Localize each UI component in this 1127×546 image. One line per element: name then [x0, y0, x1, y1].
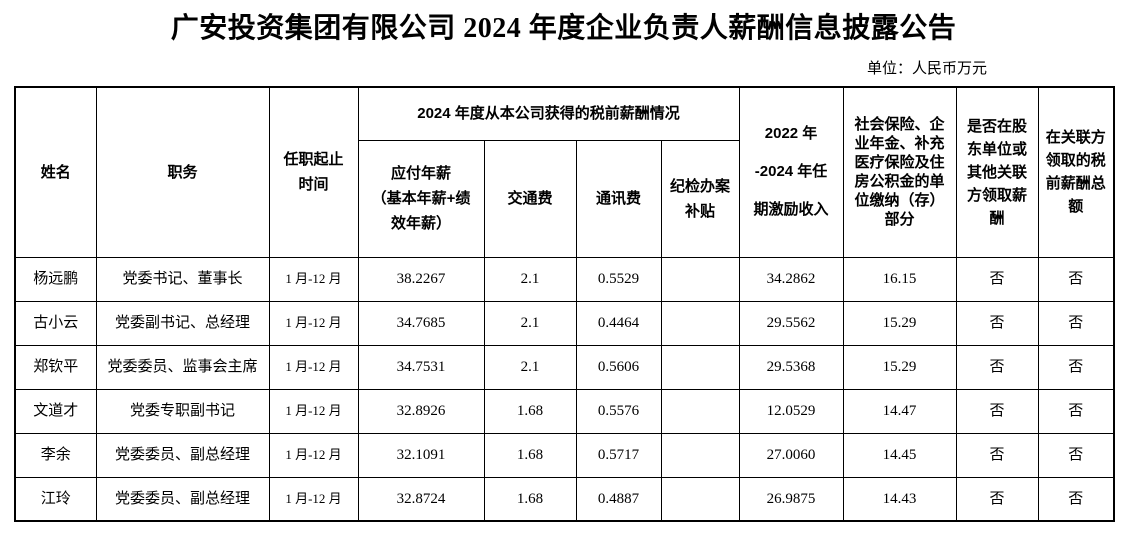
cell-tenure: 1 月-12 月: [268, 432, 359, 478]
cell-insurance-contribution: 14.45: [842, 432, 957, 478]
col-header-position: 职务: [95, 86, 270, 258]
cell-other-unit-pay: 否: [955, 344, 1039, 390]
table-row: 古小云 党委副书记、总经理 1 月-12 月 34.7685 2.1 0.446…: [14, 300, 1115, 346]
table-body: 杨远鹏 党委书记、董事长 1 月-12 月 38.2267 2.1 0.5529…: [14, 256, 1115, 522]
cell-term-incentive: 34.2862: [738, 256, 844, 302]
cell-annual-salary: 38.2267: [357, 256, 485, 302]
col-header-name: 姓名: [14, 86, 97, 258]
cell-related-party-total: 否: [1037, 344, 1115, 390]
col-header-transport-fee: 交通费: [483, 139, 577, 258]
col-header-communication-fee: 通讯费: [575, 139, 662, 258]
table-row: 郑钦平 党委委员、监事会主席 1 月-12 月 34.7531 2.1 0.56…: [14, 344, 1115, 390]
col-header-annual-salary: 应付年薪 （基本年薪+绩 效年薪）: [357, 139, 485, 258]
cell-term-incentive: 29.5368: [738, 344, 844, 390]
cell-other-unit-pay: 否: [955, 256, 1039, 302]
cell-other-unit-pay: 否: [955, 388, 1039, 434]
cell-annual-salary: 32.8926: [357, 388, 485, 434]
header-row-1: 姓名 职务 任职起止 时间 2024 年度从本公司获得的税前薪酬情况 2022 …: [14, 86, 1115, 258]
cell-position: 党委委员、监事会主席: [95, 344, 270, 390]
cell-discipline-subsidy: [660, 432, 740, 478]
cell-position: 党委委员、副总经理: [95, 476, 270, 522]
header-row-2: 应付年薪 （基本年薪+绩 效年薪） 交通费 通讯费 纪检办案 补贴: [15, 139, 1114, 258]
cell-insurance-contribution: 16.15: [842, 256, 957, 302]
table-row: 江玲 党委委员、副总经理 1 月-12 月 32.8724 1.68 0.488…: [14, 476, 1115, 522]
cell-name: 杨远鹏: [14, 256, 97, 302]
cell-discipline-subsidy: [660, 300, 740, 346]
unit-note: 单位：人民币万元: [866, 61, 987, 77]
cell-term-incentive: 26.9875: [738, 476, 844, 522]
cell-name: 郑钦平: [14, 344, 97, 390]
cell-tenure: 1 月-12 月: [268, 344, 359, 390]
cell-position: 党委委员、副总经理: [95, 432, 270, 478]
cell-insurance-contribution: 15.29: [842, 344, 957, 390]
page-title: 广安投资集团有限公司 2024 年度企业负责人薪酬信息披露公告: [170, 13, 957, 44]
cell-tenure: 1 月-12 月: [268, 300, 359, 346]
table-header: 姓名 职务 任职起止 时间 2024 年度从本公司获得的税前薪酬情况 2022 …: [14, 86, 1115, 258]
col-header-group-2024-pretax: 2024 年度从本公司获得的税前薪酬情况: [357, 86, 740, 141]
cell-communication-fee: 0.5576: [575, 388, 662, 434]
cell-annual-salary: 32.1091: [357, 432, 485, 478]
cell-annual-salary: 34.7685: [357, 300, 485, 346]
table-row: 杨远鹏 党委书记、董事长 1 月-12 月 38.2267 2.1 0.5529…: [14, 256, 1115, 302]
cell-term-incentive: 29.5562: [738, 300, 844, 346]
cell-discipline-subsidy: [660, 344, 740, 390]
cell-position: 党委副书记、总经理: [95, 300, 270, 346]
cell-transport-fee: 2.1: [483, 344, 577, 390]
cell-transport-fee: 1.68: [483, 476, 577, 522]
cell-name: 江玲: [14, 476, 97, 522]
col-header-insurance-contribution: 社会保险、企 业年金、补充 医疗保险及住 房公积金的单 位缴纳（存） 部分: [842, 86, 957, 258]
cell-name: 文道才: [14, 388, 97, 434]
cell-related-party-total: 否: [1037, 432, 1115, 478]
cell-related-party-total: 否: [1037, 256, 1115, 302]
cell-related-party-total: 否: [1037, 388, 1115, 434]
cell-communication-fee: 0.5606: [575, 344, 662, 390]
cell-communication-fee: 0.5529: [575, 256, 662, 302]
cell-transport-fee: 1.68: [483, 388, 577, 434]
cell-discipline-subsidy: [660, 256, 740, 302]
cell-communication-fee: 0.4887: [575, 476, 662, 522]
salary-table: 姓名 职务 任职起止 时间 2024 年度从本公司获得的税前薪酬情况 2022 …: [14, 86, 1116, 522]
cell-tenure: 1 月-12 月: [268, 388, 359, 434]
cell-insurance-contribution: 15.29: [842, 300, 957, 346]
table-row: 李余 党委委员、副总经理 1 月-12 月 32.1091 1.68 0.571…: [14, 432, 1115, 478]
cell-other-unit-pay: 否: [955, 476, 1039, 522]
col-header-other-unit-pay: 是否在股 东单位或 其他关联 方领取薪 酬: [955, 86, 1039, 258]
cell-tenure: 1 月-12 月: [268, 476, 359, 522]
cell-other-unit-pay: 否: [955, 432, 1039, 478]
cell-position: 党委书记、董事长: [95, 256, 270, 302]
cell-transport-fee: 1.68: [483, 432, 577, 478]
col-header-related-party-total: 在关联方 领取的税 前薪酬总 额: [1037, 86, 1115, 258]
cell-related-party-total: 否: [1037, 476, 1115, 522]
table-row: 文道才 党委专职副书记 1 月-12 月 32.8926 1.68 0.5576…: [14, 388, 1115, 434]
cell-other-unit-pay: 否: [955, 300, 1039, 346]
cell-communication-fee: 0.5717: [575, 432, 662, 478]
cell-transport-fee: 2.1: [483, 256, 577, 302]
cell-name: 古小云: [14, 300, 97, 346]
cell-term-incentive: 27.0060: [738, 432, 844, 478]
col-header-tenure: 任职起止 时间: [268, 86, 359, 258]
cell-discipline-subsidy: [660, 388, 740, 434]
cell-communication-fee: 0.4464: [575, 300, 662, 346]
col-header-term-incentive: 2022 年 -2024 年任 期激励收入: [738, 86, 844, 258]
cell-related-party-total: 否: [1037, 300, 1115, 346]
col-header-discipline-subsidy: 纪检办案 补贴: [660, 139, 740, 258]
cell-term-incentive: 12.0529: [738, 388, 844, 434]
cell-insurance-contribution: 14.47: [842, 388, 957, 434]
cell-insurance-contribution: 14.43: [842, 476, 957, 522]
cell-tenure: 1 月-12 月: [268, 256, 359, 302]
cell-transport-fee: 2.1: [483, 300, 577, 346]
cell-name: 李余: [14, 432, 97, 478]
cell-annual-salary: 32.8724: [357, 476, 485, 522]
cell-annual-salary: 34.7531: [357, 344, 485, 390]
cell-position: 党委专职副书记: [95, 388, 270, 434]
cell-discipline-subsidy: [660, 476, 740, 522]
